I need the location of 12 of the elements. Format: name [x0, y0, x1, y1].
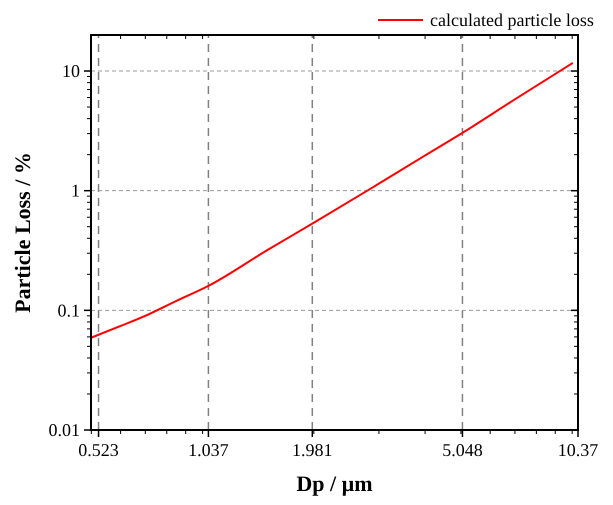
x-axis-title: Dp / µm [296, 471, 373, 496]
y-tick-label: 10 [62, 61, 80, 82]
x-tick-label: 10.37 [558, 440, 598, 460]
legend-label: calculated particle loss [430, 10, 594, 30]
x-tick-label: 5.048 [442, 440, 483, 460]
y-tick-label: 0.01 [48, 420, 80, 440]
y-axis-title: Particle Loss / % [10, 152, 35, 313]
y-tick-label: 1 [71, 180, 80, 201]
x-tick-label: 1.037 [188, 440, 229, 460]
y-tick-label: 0.1 [58, 300, 80, 320]
x-tick-label: 0.523 [78, 440, 119, 460]
x-tick-label: 1.981 [292, 440, 333, 460]
